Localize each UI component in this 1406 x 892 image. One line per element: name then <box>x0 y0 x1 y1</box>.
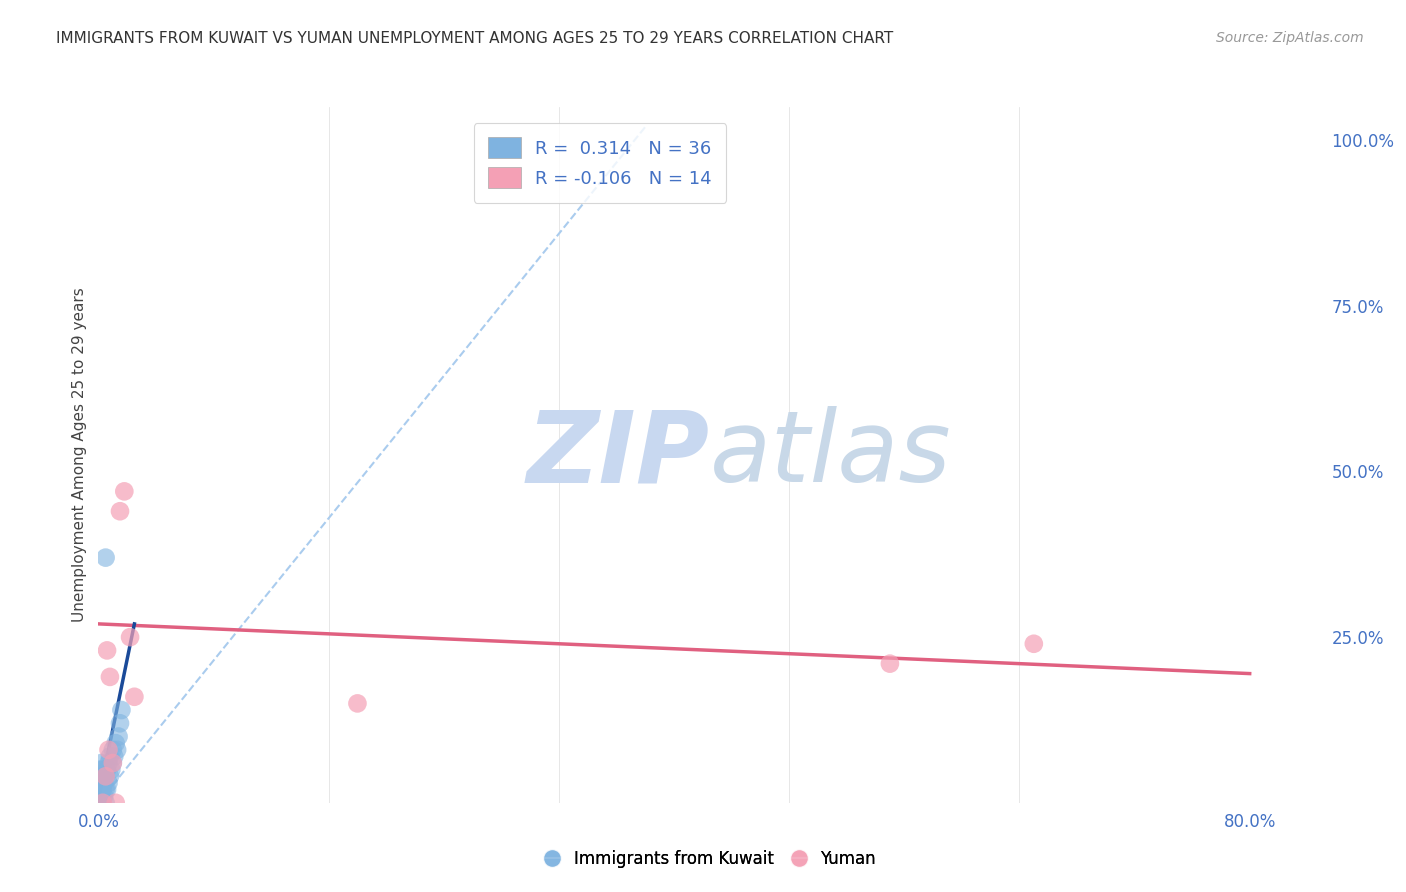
Legend: Immigrants from Kuwait, Yuman: Immigrants from Kuwait, Yuman <box>537 843 883 874</box>
Point <box>105 743 128 757</box>
Point <box>93 776 115 790</box>
Point <box>91 763 114 777</box>
Point <box>108 716 131 731</box>
Text: ZIP: ZIP <box>527 407 710 503</box>
Point <box>346 697 368 711</box>
Point <box>91 796 114 810</box>
Point <box>101 756 124 770</box>
Point <box>94 782 117 797</box>
Point <box>1022 637 1045 651</box>
Point <box>90 769 112 783</box>
Point <box>107 730 129 744</box>
Point <box>90 756 112 770</box>
Point <box>97 743 120 757</box>
Point <box>112 484 135 499</box>
Text: Source: ZipAtlas.com: Source: ZipAtlas.com <box>1216 31 1364 45</box>
Point <box>879 657 901 671</box>
Point <box>90 782 112 797</box>
Point <box>90 789 112 804</box>
Point <box>93 769 115 783</box>
Point <box>94 769 117 783</box>
Point <box>94 769 117 783</box>
Point <box>89 789 111 804</box>
Point <box>96 763 118 777</box>
Point <box>89 796 111 810</box>
Text: atlas: atlas <box>710 407 952 503</box>
Point <box>103 749 125 764</box>
Point <box>89 776 111 790</box>
Point <box>90 796 112 810</box>
Point <box>98 670 121 684</box>
Point <box>98 769 121 783</box>
Point <box>110 703 132 717</box>
Point <box>96 643 118 657</box>
Y-axis label: Unemployment Among Ages 25 to 29 years: Unemployment Among Ages 25 to 29 years <box>72 287 87 623</box>
Point <box>98 749 121 764</box>
Point <box>100 763 122 777</box>
Point <box>96 782 118 797</box>
Point <box>89 782 111 797</box>
Point <box>97 756 120 770</box>
Point <box>104 796 127 810</box>
Point <box>101 756 124 770</box>
Point <box>94 796 117 810</box>
Point <box>120 630 142 644</box>
Point <box>101 743 124 757</box>
Text: IMMIGRANTS FROM KUWAIT VS YUMAN UNEMPLOYMENT AMONG AGES 25 TO 29 YEARS CORRELATI: IMMIGRANTS FROM KUWAIT VS YUMAN UNEMPLOY… <box>56 31 893 46</box>
Point <box>91 776 114 790</box>
Point <box>93 789 115 804</box>
Point <box>94 550 117 565</box>
Point <box>124 690 146 704</box>
Point <box>97 776 120 790</box>
Point <box>89 763 111 777</box>
Point <box>104 736 127 750</box>
Point <box>108 504 131 518</box>
Point <box>91 796 114 810</box>
Point <box>91 782 114 797</box>
